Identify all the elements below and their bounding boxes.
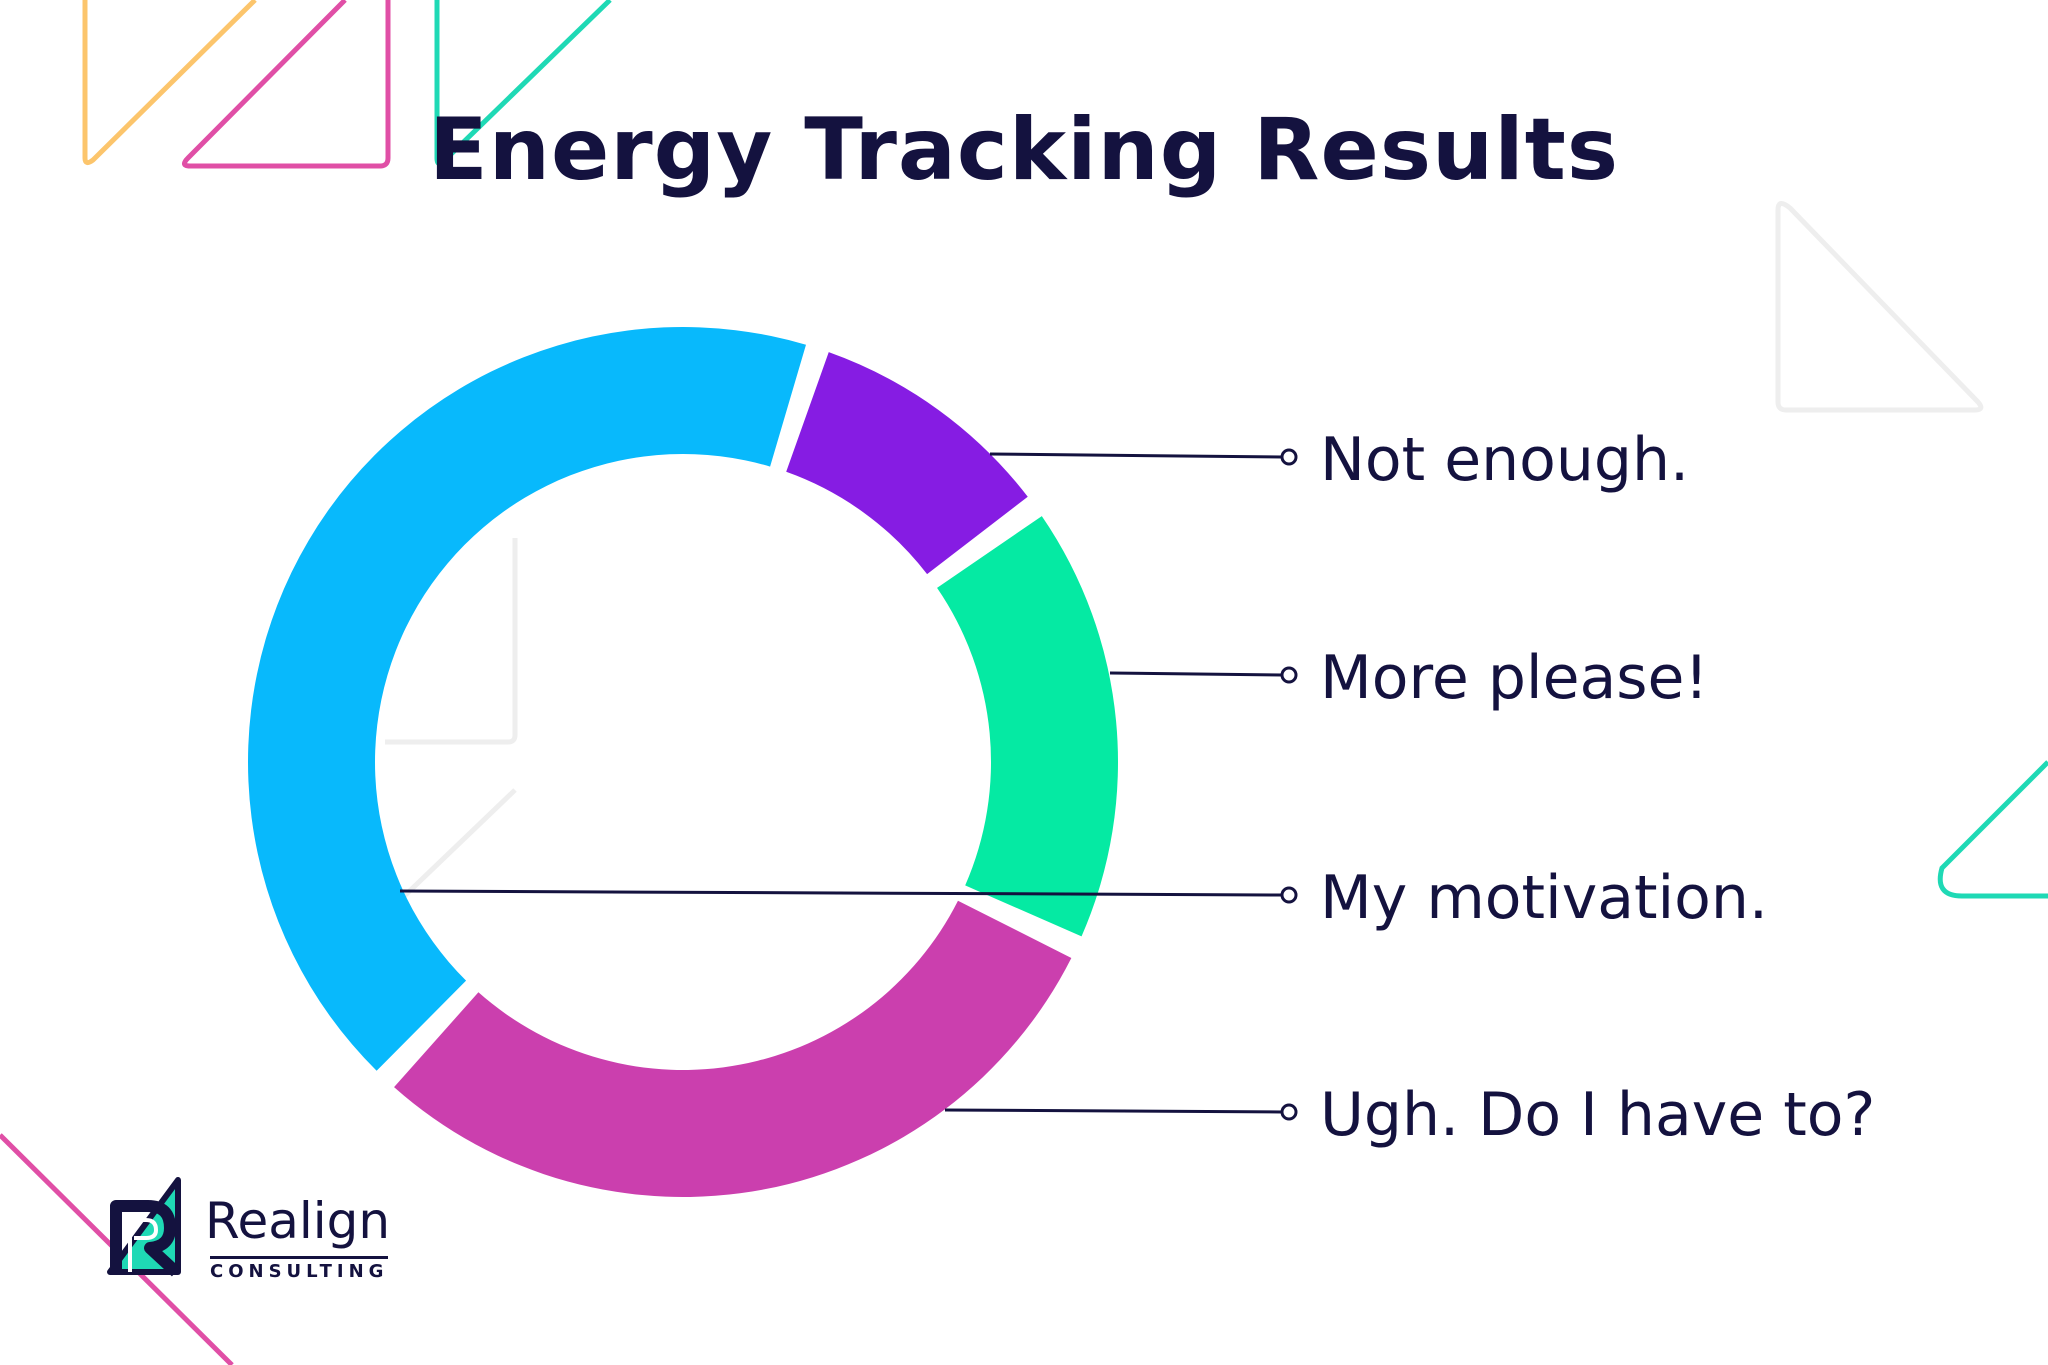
deco-pink-triangle <box>182 0 391 169</box>
legend-label-more-please: More please! <box>1320 643 1709 713</box>
deco-teal-triangle <box>434 0 612 166</box>
leader-dot-3 <box>1280 886 1298 904</box>
leader-dot-0 <box>1280 448 1298 466</box>
deco-gray-triangle-center-2 <box>393 788 517 907</box>
donut-slice-1 <box>937 516 1118 937</box>
donut-slice-0 <box>786 352 1028 575</box>
leader-line-3 <box>399 889 1283 897</box>
leader-dot-2 <box>1280 1103 1298 1121</box>
deco-gray-triangle-center <box>385 538 518 745</box>
legend-label-not-enough: Not enough. <box>1320 425 1690 495</box>
legend-label-ugh: Ugh. Do I have to? <box>1320 1080 1876 1150</box>
leader-line-0 <box>989 452 1283 459</box>
donut-slice-2 <box>394 900 1072 1197</box>
legend-label-my-motivation: My motivation. <box>1320 863 1768 933</box>
deco-yellow-triangle <box>82 0 257 166</box>
leader-line-1 <box>1109 671 1283 677</box>
deco-teal-triangle-right <box>1937 760 2048 899</box>
leader-dot-1 <box>1280 666 1298 684</box>
brand-tagline: CONSULTING <box>210 1256 389 1282</box>
donut-chart <box>248 327 1118 1197</box>
page-title: Energy Tracking Results <box>428 100 1620 200</box>
leader-line-2 <box>944 1108 1283 1114</box>
realign-logo-mark <box>107 1177 181 1277</box>
donut-slice-3 <box>248 327 806 1071</box>
deco-gray-triangle-right <box>1775 201 1984 413</box>
leader-lines <box>399 448 1298 1121</box>
logo-r-letter-icon <box>110 1200 181 1277</box>
brand-name: Realign <box>205 1192 391 1250</box>
logo-r-inner-icon <box>128 1218 159 1272</box>
